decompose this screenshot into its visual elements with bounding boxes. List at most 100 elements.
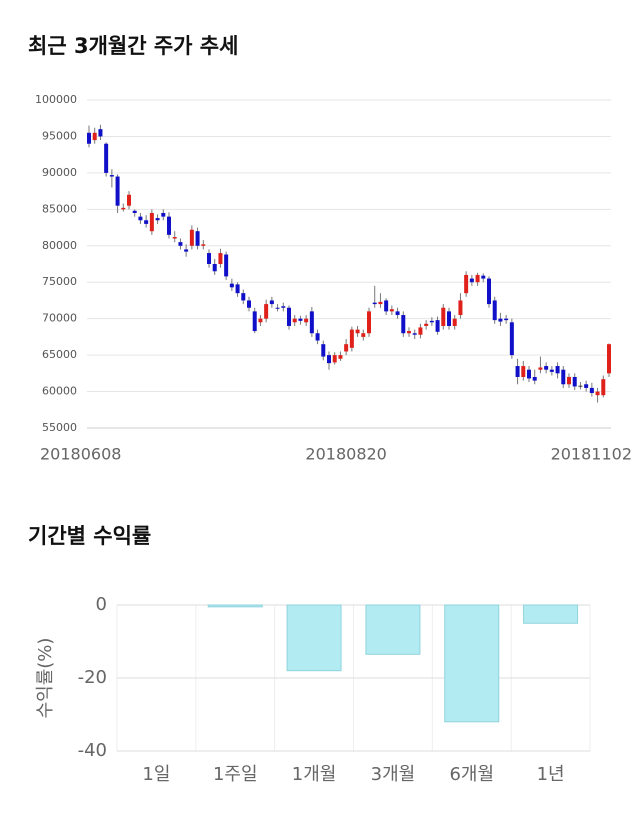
candle-body (149, 212, 154, 232)
y-tick-label: 90000 (42, 166, 77, 179)
y-tick-label: 95000 (42, 129, 77, 142)
candle-body (418, 327, 423, 335)
candle-body (361, 333, 366, 337)
y-tick-label: -40 (78, 740, 107, 761)
candle-body (469, 278, 474, 283)
bar (365, 604, 421, 655)
y-tick-label: 55000 (42, 421, 77, 434)
candle-body (269, 300, 274, 305)
candle-body (447, 311, 451, 326)
candle-body (121, 207, 126, 210)
candle-body (258, 318, 263, 323)
candle-body (298, 318, 303, 321)
candle-body (247, 300, 251, 308)
candle-body (321, 344, 326, 357)
candle-body (235, 284, 240, 294)
candle-body (309, 311, 314, 334)
candle-body (287, 307, 291, 326)
candle-body (532, 376, 537, 381)
candle-body (395, 311, 400, 316)
candle-body (412, 333, 417, 335)
y-tick-label: 75000 (42, 275, 77, 288)
y-tick-label: 0 (96, 594, 107, 615)
candle-body (572, 376, 577, 387)
candle-body (578, 385, 583, 387)
candle-body (184, 249, 189, 252)
candle-body (567, 376, 571, 385)
candle-body (589, 387, 594, 394)
candle-body (127, 194, 131, 206)
candle-body (429, 320, 434, 323)
candle-body (178, 242, 183, 246)
candle-body (189, 229, 194, 246)
chart-title: 기간별 수익률 (28, 524, 151, 548)
candle-body (509, 322, 514, 356)
candle-body (207, 253, 211, 264)
candle-body (561, 369, 566, 385)
candle-body (601, 379, 606, 396)
candle-body (201, 244, 206, 246)
bar (523, 604, 579, 624)
x-tick-label: 6개월 (449, 764, 494, 785)
candle-body (338, 355, 343, 359)
candle-body (538, 367, 543, 370)
candle-body (344, 344, 349, 352)
candle-body (498, 318, 503, 322)
candle-body (584, 384, 589, 388)
x-tick-label: 1주일 (213, 764, 258, 785)
candle-body (527, 369, 531, 379)
y-tick-label: -20 (78, 667, 107, 688)
x-tick-label: 1년 (537, 764, 565, 785)
candle-body (304, 318, 309, 323)
candle-body (407, 331, 411, 334)
candle-body (167, 216, 171, 235)
candle-body (372, 302, 377, 305)
chart-title: 최근 3개월간 주가 추세 (28, 34, 238, 58)
bar (207, 604, 263, 608)
candle-body (218, 253, 223, 264)
candle-body (458, 300, 463, 316)
candle-body (195, 231, 200, 246)
y-tick-label: 70000 (42, 312, 77, 325)
candle-body (332, 355, 337, 363)
candle-body (138, 216, 143, 221)
candle-body (424, 323, 429, 326)
candle-body (487, 278, 491, 305)
candle-body (389, 309, 394, 312)
candle-body (355, 329, 360, 334)
candle-body (555, 366, 560, 374)
candle-body (595, 391, 600, 396)
y-tick-label: 65000 (42, 348, 77, 361)
candle-body (115, 176, 120, 206)
candle-body (515, 366, 520, 377)
candle-body (132, 210, 137, 213)
candle-body (327, 355, 331, 364)
candle-body (435, 320, 440, 332)
candle-body (275, 307, 280, 309)
candle-body (224, 254, 229, 277)
y-tick-label: 100000 (35, 93, 77, 106)
candle-body (367, 311, 371, 334)
candle-body (229, 283, 234, 288)
candle-body (384, 300, 389, 312)
x-tick-label: 1일 (142, 764, 170, 785)
candle-body (441, 307, 446, 326)
candle-body (378, 301, 383, 305)
y-tick-label: 80000 (42, 239, 77, 252)
x-tick-label: 20180820 (305, 445, 386, 464)
candle-body (212, 264, 217, 272)
y-tick-label: 85000 (42, 202, 77, 215)
candle-body (87, 132, 91, 144)
candle-body (292, 318, 297, 323)
candle-body (104, 143, 109, 173)
candle-body (521, 366, 526, 377)
candle-body (349, 329, 354, 348)
candle-body (241, 293, 246, 301)
candle-body (172, 237, 177, 239)
candle-body (109, 175, 114, 177)
candle-body (98, 129, 103, 137)
candle-body (92, 132, 97, 141)
candle-body (544, 366, 549, 370)
y-axis-label: 수익률(%) (35, 638, 56, 719)
